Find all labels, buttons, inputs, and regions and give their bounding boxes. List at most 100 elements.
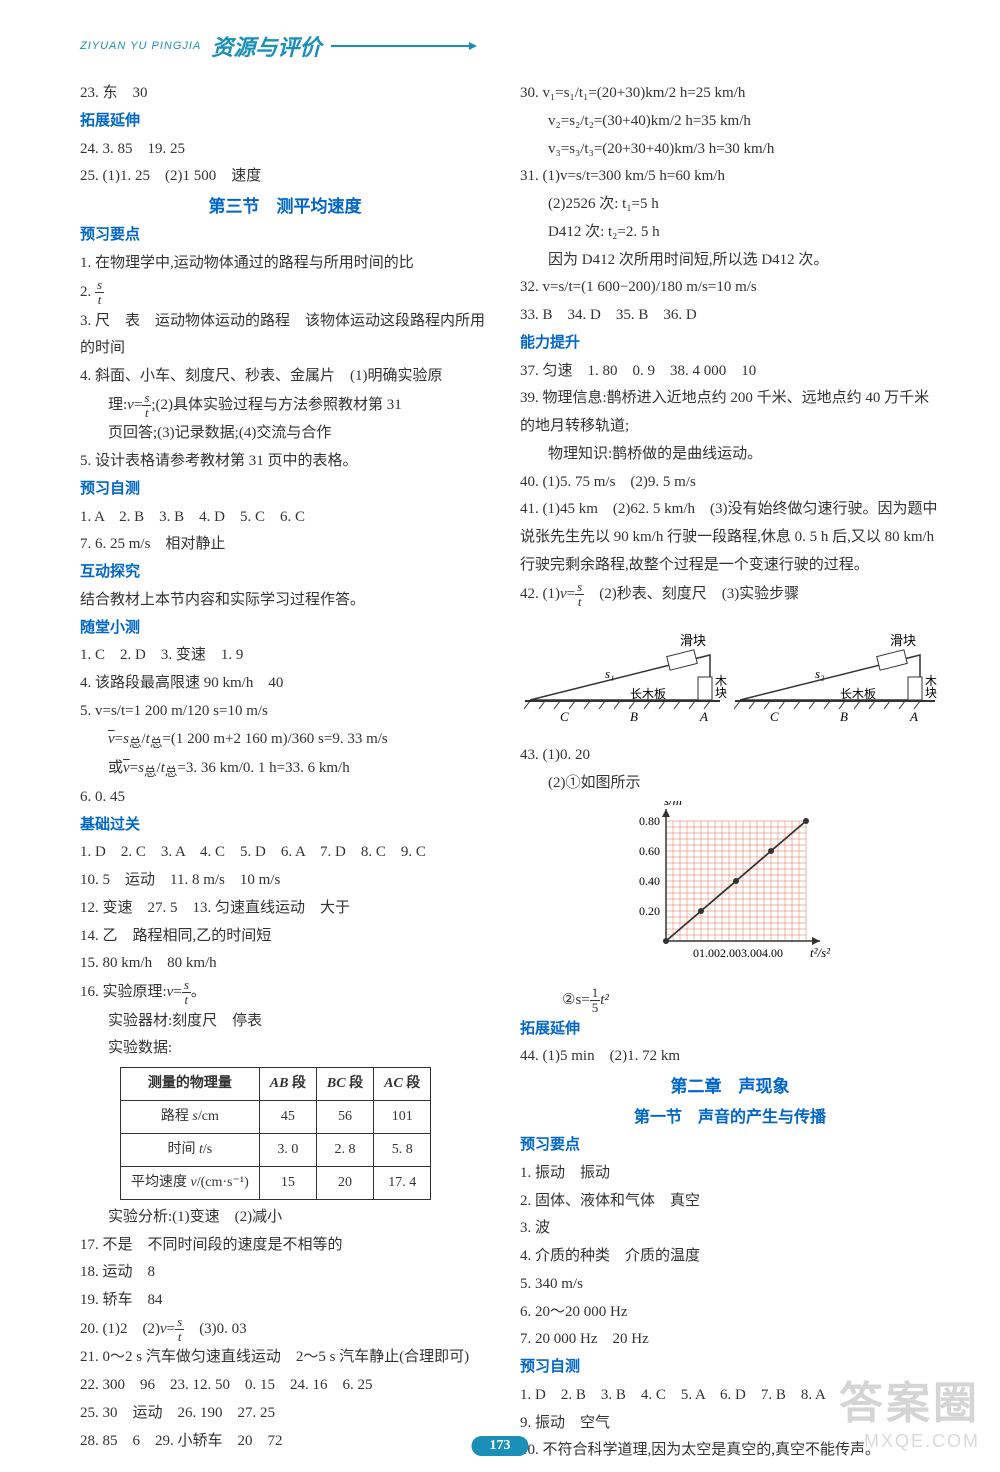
text-line: 24. 3. 85 19. 25 [80, 136, 490, 164]
svg-text:块: 块 [925, 686, 937, 700]
text-line: 12. 变速 27. 5 13. 匀速直线运动 大于 [80, 895, 490, 923]
text-line: 39. 物理信息:鹊桥进入近地点约 200 千米、远地点约 40 万千米的地月转… [520, 385, 940, 441]
text-line: 42. (1)v=st (2)秒表、刻度尺 (3)实验步骤 [520, 580, 940, 610]
fraction: st [182, 978, 191, 1008]
text-line: 5. v=s/t=1 200 m/120 s=10 m/s [80, 698, 490, 726]
svg-text:s₂: s₂ [815, 666, 825, 681]
text-line: 实验数据: [80, 1035, 490, 1063]
text-line: 21. 0～2 s 汽车做匀速直线运动 2～5 s 汽车静止(合理即可) [80, 1344, 490, 1372]
page-header: ZIYUAN YU PINGJIA 资源与评价 [80, 30, 940, 62]
section-label: 互动探究 [80, 559, 490, 587]
table-header: AC 段 [374, 1068, 431, 1101]
text-line: 6. 20～20 000 Hz [520, 1299, 940, 1327]
text-line: 2. 固体、液体和气体 真空 [520, 1188, 940, 1216]
text-line: 16. 实验原理:v=st。 [80, 978, 490, 1008]
text-line: 30. v₁=s₁/t₁=(20+30)km/2 h=25 km/h [520, 80, 940, 108]
arrow-icon [331, 45, 471, 47]
text-line: 1. 在物理学中,运动物体通过的路程与所用时间的比 [80, 250, 490, 278]
text-line: 1. 振动 振动 [520, 1160, 940, 1188]
table-cell: 平均速度 v/(cm·s⁻¹) [121, 1166, 260, 1199]
section-label: 随堂小测 [80, 615, 490, 643]
text-line: 4. 该路段最高限速 90 km/h 40 [80, 670, 490, 698]
table-row: 路程 s/cm 45 56 101 [121, 1101, 431, 1134]
text-line: 14. 乙 路程相同,乙的时间短 [80, 923, 490, 951]
table-cell: 3. 0 [259, 1134, 316, 1167]
svg-text:块: 块 [715, 686, 727, 700]
text-line: 18. 运动 8 [80, 1259, 490, 1287]
table-cell: 101 [374, 1101, 431, 1134]
text-line: 31. (1)v=s/t=300 km/5 h=60 km/h [520, 163, 940, 191]
text-line: 1. C 2. D 3. 变速 1. 9 [80, 642, 490, 670]
text-line: 23. 东 30 [80, 80, 490, 108]
text-line: 因为 D412 次所用时间短,所以选 D412 次。 [520, 247, 940, 275]
left-column: 23. 东 30 拓展延伸 24. 3. 85 19. 25 25. (1)1.… [80, 80, 490, 1465]
svg-text:长木板: 长木板 [840, 687, 876, 701]
svg-text:C: C [770, 709, 779, 724]
text-line: 28. 85 6 29. 小轿车 20 72 [80, 1428, 490, 1456]
svg-text:B: B [630, 709, 638, 724]
svg-text:滑块: 滑块 [890, 633, 916, 648]
svg-text:0.60: 0.60 [639, 844, 660, 858]
svg-text:s/m: s/m [664, 801, 682, 808]
text-line: 40. (1)5. 75 m/s (2)9. 5 m/s [520, 469, 940, 497]
svg-text:s₁: s₁ [605, 666, 615, 681]
table-header: BC 段 [316, 1068, 373, 1101]
text-line: 2. st [80, 278, 490, 308]
svg-text:A: A [909, 709, 918, 724]
table-cell: 45 [259, 1101, 316, 1134]
header-title: 资源与评价 [211, 30, 321, 62]
svg-text:长木板: 长木板 [630, 687, 666, 701]
svg-text:C: C [560, 709, 569, 724]
watermark-url: MXQE.COM [839, 1431, 980, 1452]
table-header: 测量的物理量 [121, 1068, 260, 1101]
fraction: 15 [590, 986, 601, 1016]
svg-text:0.20: 0.20 [639, 904, 660, 918]
text-line: 页回答;(3)记录数据;(4)交流与合作 [80, 420, 490, 448]
section-title: 第三节 测平均速度 [80, 191, 490, 222]
table-cell: 2. 8 [316, 1134, 373, 1167]
text-line: v₃=s₃/t₃=(20+30+40)km/3 h=30 km/h [520, 136, 940, 164]
text-line: 4. 斜面、小车、刻度尺、秒表、金属片 (1)明确实验原 [80, 363, 490, 391]
page-number: 173 [472, 1436, 529, 1456]
fraction: st [575, 580, 584, 610]
section-label: 预习要点 [520, 1132, 940, 1160]
section-label: 预习要点 [80, 222, 490, 250]
text-line: 15. 80 km/h 80 km/h [80, 950, 490, 978]
section-label: 能力提升 [520, 330, 940, 358]
fraction: st [175, 1315, 184, 1345]
text-line: 或v=s总/t总=3. 36 km/0. 1 h=33. 6 km/h [80, 755, 490, 784]
content-columns: 23. 东 30 拓展延伸 24. 3. 85 19. 25 25. (1)1.… [80, 80, 940, 1465]
table-row: 平均速度 v/(cm·s⁻¹) 15 20 17. 4 [121, 1166, 431, 1199]
text-line: 33. B 34. D 35. B 36. D [520, 302, 940, 330]
line-chart: 0.200.400.600.8001.002.003.004.00s/mt²/s… [620, 801, 940, 982]
text-line: (2)①如图所示 [520, 770, 940, 798]
text-line: 22. 300 96 23. 12. 50 0. 15 24. 16 6. 25 [80, 1372, 490, 1400]
watermark-text: 答案圈 [839, 1367, 980, 1431]
text-line: 32. v=s/t=(1 600−200)/180 m/s=10 m/s [520, 274, 940, 302]
text-line: 实验分析:(1)变速 (2)减小 [80, 1204, 490, 1232]
text-line: v=s总/t总=(1 200 m+2 160 m)/360 s=9. 33 m/… [80, 726, 490, 755]
text-line: 5. 设计表格请参考教材第 31 页中的表格。 [80, 448, 490, 476]
text-line: (2)2526 次: t₁=5 h [520, 191, 940, 219]
right-column: 30. v₁=s₁/t₁=(20+30)km/2 h=25 km/h v₂=s₂… [520, 80, 940, 1465]
table-row: 测量的物理量 AB 段 BC 段 AC 段 [121, 1068, 431, 1101]
text-line: 37. 匀速 1. 80 0. 9 38. 4 000 10 [520, 358, 940, 386]
svg-text:t²/s²: t²/s² [810, 945, 831, 960]
text-line: 物理知识:鹊桥做的是曲线运动。 [520, 441, 940, 469]
text-line: 43. (1)0. 20 [520, 742, 940, 770]
text-line: 44. (1)5 min (2)1. 72 km [520, 1043, 940, 1071]
section-label: 拓展延伸 [80, 108, 490, 136]
svg-text:B: B [840, 709, 848, 724]
text-line: 17. 不是 不同时间段的速度是不相等的 [80, 1232, 490, 1260]
text-line: 1. D 2. C 3. A 4. C 5. D 6. A 7. D 8. C … [80, 839, 490, 867]
watermark: 答案圈 MXQE.COM [839, 1367, 980, 1452]
text-line: 4. 介质的种类 介质的温度 [520, 1243, 940, 1271]
data-table: 测量的物理量 AB 段 BC 段 AC 段 路程 s/cm 45 56 101 … [120, 1067, 431, 1200]
text-line: 7. 6. 25 m/s 相对静止 [80, 531, 490, 559]
text-line: D412 次: t₂=2. 5 h [520, 219, 940, 247]
text-line: 1. A 2. B 3. B 4. D 5. C 6. C [80, 504, 490, 532]
table-cell: 时间 t/s [121, 1134, 260, 1167]
text-line: 理:v=st;(2)具体实验过程与方法参照教材第 31 [80, 391, 490, 421]
table-cell: 5. 8 [374, 1134, 431, 1167]
table-cell: 20 [316, 1166, 373, 1199]
